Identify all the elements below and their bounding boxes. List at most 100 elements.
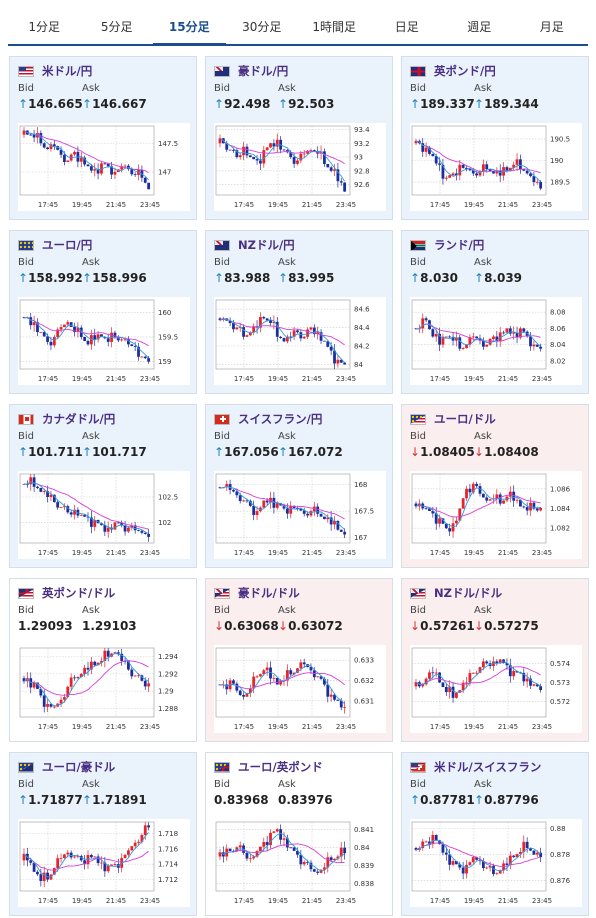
- candle-body: [316, 332, 320, 335]
- bid-label: Bid: [410, 431, 426, 442]
- rate-card[interactable]: 英ポンド/ドル Bid Ask 1.29093 1.29103 1.294 1.292 1.2…: [9, 578, 197, 742]
- rate-card[interactable]: NZドル/円 Bid Ask ↑83.988 ↑83.995 84.6 84.4 84.2 84…: [205, 230, 393, 394]
- candle-body: [309, 327, 313, 330]
- price-chart[interactable]: 1.294 1.292 1.29 1.288 17:45 19:45 21:45 23:45: [18, 645, 190, 733]
- bid-label: Bid: [214, 605, 230, 616]
- rate-card[interactable]: 米ドル/円 Bid Ask ↑146.665 ↑146.667 147.5 147 17:45…: [9, 56, 197, 220]
- rate-card[interactable]: 英ポンド/円 Bid Ask ↑189.337 ↑189.344 190.5 190 189.…: [401, 56, 589, 220]
- rate-card[interactable]: ランド/円 Bid Ask ↑8.030 ↑8.039 8.08 8.06 8.04 8.02 1…: [401, 230, 589, 394]
- tab-1[interactable]: 5分足: [100, 20, 133, 34]
- tab-2[interactable]: 15分足: [153, 10, 226, 46]
- arrow-up-icon: ↑: [214, 97, 225, 111]
- candle-body: [116, 336, 120, 341]
- rate-card[interactable]: スイスフラン/円 Bid Ask ↑167.056 ↑167.072 168 167.5 16…: [205, 404, 393, 568]
- rate-card[interactable]: カナダドル/円 Bid Ask ↑101.711 ↑101.717 102.5 102 17:…: [9, 404, 197, 568]
- y-tick-label: 0.573: [550, 679, 570, 687]
- ask-price: 8.039: [484, 271, 523, 285]
- price-chart[interactable]: 147.5 147 17:45 19:45 21:45 23:45: [18, 123, 190, 211]
- pair-name[interactable]: ランド/円: [434, 238, 485, 252]
- timeframe-tabs: 1分足 5分足 15分足 30分足 1時間足 日足 週足 月足: [8, 10, 588, 46]
- x-tick-label: 19:45: [72, 897, 92, 905]
- rate-card[interactable]: ユーロ/豪ドル Bid Ask ↑1.71877 ↑1.71891 1.718 1.716 1…: [9, 752, 197, 916]
- y-tick-label: 1.294: [158, 653, 179, 661]
- pair-name[interactable]: 豪ドル/円: [238, 64, 289, 78]
- candle-body: [455, 692, 458, 698]
- pair-name[interactable]: ユーロ/英ポンド: [238, 760, 323, 774]
- pair-name[interactable]: 英ポンド/円: [434, 64, 496, 78]
- candle-body: [265, 841, 269, 846]
- y-tick-label: 189.5: [550, 179, 570, 187]
- candle-body: [329, 167, 333, 171]
- price-chart[interactable]: 0.88 0.878 0.876 17:45 19:45 21:45 23:45: [410, 819, 582, 907]
- pair-name[interactable]: ユーロ/豪ドル: [42, 760, 116, 774]
- pair-name[interactable]: ユーロ/円: [42, 238, 93, 252]
- rate-card[interactable]: 米ドル/スイスフラン Bid Ask ↑0.87781 ↑0.87796 0.88 0.87…: [401, 752, 589, 916]
- tab-7[interactable]: 月足: [539, 20, 564, 34]
- candle-body: [49, 144, 53, 149]
- price-chart[interactable]: 102.5 102 17:45 19:45 21:45 23:45: [18, 471, 190, 559]
- x-tick-label: 17:45: [234, 375, 254, 383]
- rate-card[interactable]: NZドル/ドル Bid Ask ↓0.57261 ↓0.57275 0.574 0.573 0…: [401, 578, 589, 742]
- arrow-down-icon: ↓: [214, 619, 225, 633]
- tab-3[interactable]: 30分足: [242, 20, 282, 34]
- candle-body: [100, 862, 103, 864]
- pair-name[interactable]: ユーロ/ドル: [434, 412, 496, 426]
- bid-label: Bid: [214, 431, 230, 442]
- price-chart[interactable]: 8.08 8.06 8.04 8.02 17:45 19:45 21:45 23:45: [410, 297, 582, 385]
- candle-body: [299, 332, 303, 339]
- candle-body: [512, 671, 516, 677]
- bid-price: 0.63068: [224, 619, 279, 633]
- candle-body: [232, 150, 235, 151]
- candle-body: [515, 332, 519, 338]
- pair-name[interactable]: カナダドル/円: [42, 412, 116, 426]
- price-chart[interactable]: 168 167.5 167 17:45 19:45 21:45 23:45: [214, 471, 386, 559]
- pair-name[interactable]: 米ドル/円: [42, 64, 93, 78]
- tab-4[interactable]: 1時間足: [312, 20, 357, 34]
- candle-body: [492, 336, 495, 339]
- price-chart[interactable]: 0.633 0.632 0.631 17:45 19:45 21:45 23:45: [214, 645, 386, 733]
- tab-5[interactable]: 日足: [394, 20, 419, 34]
- ask-value: ↑158.996: [82, 271, 147, 285]
- price-chart[interactable]: 93.4 93.2 93 92.8 92.6 17:45 19:45 21:45 23:45: [214, 123, 386, 211]
- y-tick-label: 168: [354, 481, 367, 489]
- candle-body: [133, 525, 137, 531]
- price-chart[interactable]: 84.6 84.4 84.2 84 17:45 19:45 21:45 23:45: [214, 297, 386, 385]
- pair-name[interactable]: 米ドル/スイスフラン: [434, 760, 542, 774]
- pair-name[interactable]: 英ポンド/ドル: [42, 586, 116, 600]
- price-chart[interactable]: 1.086 1.084 1.082 17:45 19:45 21:45 23:45: [410, 471, 582, 559]
- candle-body: [339, 359, 343, 363]
- ma-fast-line: [23, 832, 149, 878]
- price-chart[interactable]: 0.574 0.573 0.572 17:45 19:45 21:45 23:45: [410, 645, 582, 733]
- price-chart[interactable]: 0.841 0.84 0.839 0.838 17:45 19:45 21:45 23:45: [214, 819, 386, 907]
- candle-body: [326, 857, 330, 868]
- candle-body: [296, 668, 299, 673]
- candle-body: [326, 163, 330, 168]
- candle-body: [329, 346, 333, 351]
- candle-body: [488, 865, 492, 868]
- pair-name[interactable]: 豪ドル/ドル: [238, 586, 300, 600]
- y-tick-label: 0.632: [354, 677, 374, 685]
- candle-body: [63, 697, 66, 700]
- price-chart[interactable]: 190.5 190 189.5 17:45 19:45 21:45 23:45: [410, 123, 582, 211]
- price-chart[interactable]: 160 159.5 159 17:45 19:45 21:45 23:45: [18, 297, 190, 385]
- flag-icon: [214, 587, 230, 599]
- candle-body: [46, 336, 49, 342]
- plot-frame: [19, 125, 155, 196]
- candle-body: [73, 856, 76, 858]
- tab-0[interactable]: 1分足: [28, 20, 61, 34]
- pair-name[interactable]: NZドル/円: [238, 238, 295, 252]
- rate-card[interactable]: 豪ドル/ドル Bid Ask ↓0.63068 ↓0.63072 0.633 0.632 0.…: [205, 578, 393, 742]
- tab-6[interactable]: 週足: [467, 20, 492, 34]
- pair-name[interactable]: NZドル/ドル: [434, 586, 503, 600]
- rate-card[interactable]: ユーロ/円 Bid Ask ↑158.992 ↑158.996 160 159.5 159 17…: [9, 230, 197, 394]
- candle-body: [89, 661, 93, 670]
- rate-card[interactable]: ユーロ/英ポンド Bid Ask 0.83968 0.83976 0.841 0.84 0.8…: [205, 752, 393, 916]
- rate-card[interactable]: 豪ドル/円 Bid Ask ↑92.498 ↑92.503 93.4 93.2 93 92.8 9…: [205, 56, 393, 220]
- price-chart[interactable]: 1.718 1.716 1.714 1.712 17:45 19:45 21:45 23:45: [18, 819, 190, 907]
- candle-body: [39, 488, 43, 492]
- rate-card[interactable]: ユーロ/ドル Bid Ask ↓1.08405 ↓1.08408 1.086 1.084 1.…: [401, 404, 589, 568]
- pair-name[interactable]: スイスフラン/円: [238, 412, 323, 426]
- candle-body: [448, 336, 452, 338]
- y-tick-label: 93.4: [354, 126, 370, 134]
- arrow-up-icon: ↑: [278, 271, 289, 285]
